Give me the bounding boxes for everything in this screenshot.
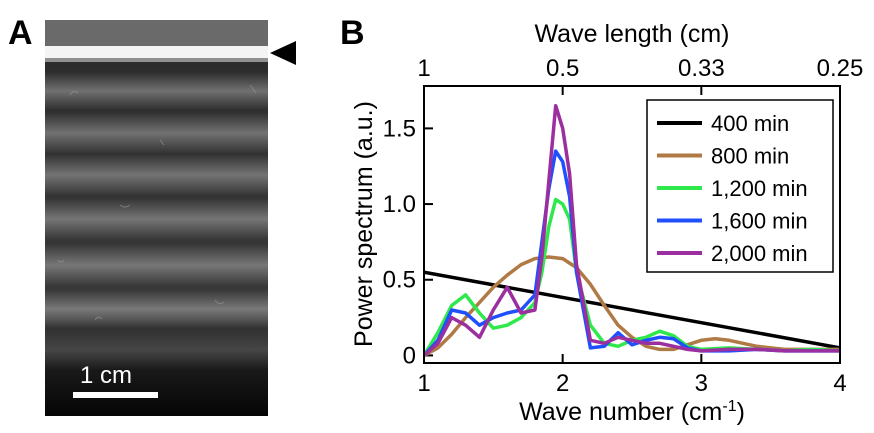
photo-band — [45, 72, 268, 110]
scale-bar: 1 cm — [73, 362, 158, 398]
y-axis-title: Power spectrum (a.u.) — [350, 101, 378, 347]
photo-speck — [57, 259, 65, 263]
triangle-left-arrowhead-icon — [270, 41, 296, 65]
scale-bar-label: 1 cm — [80, 362, 132, 389]
photo-band — [45, 198, 268, 240]
photo-bright-line-edge — [45, 58, 268, 62]
y-tick-labels: 0 0.5 1.0 1.5 — [383, 115, 416, 369]
x-axis-title-suffix: ) — [737, 398, 745, 426]
photo-speck — [214, 299, 225, 305]
top-tick-label: 0.25 — [817, 55, 864, 82]
panel-b-letter: B — [340, 14, 365, 52]
legend-label: 1,600 min — [711, 209, 808, 234]
top-axis-title: Wave length (cm) — [535, 20, 730, 48]
top-tick-labels: 1 0.5 0.33 0.25 — [417, 55, 863, 82]
y-tick-label: 0.5 — [383, 267, 416, 294]
photo-speck — [159, 139, 165, 146]
x-tick-label: 4 — [833, 370, 846, 397]
x-tick-label: 1 — [417, 370, 430, 397]
photo-band — [45, 330, 268, 370]
top-tick-label: 0.33 — [678, 55, 725, 82]
photo-band — [45, 244, 268, 286]
series-line-4 — [424, 103, 840, 358]
photo-speck — [119, 204, 131, 208]
x-tick-label: 2 — [556, 370, 569, 397]
panel-a-letter: A — [8, 14, 33, 52]
photo-bright-line — [45, 46, 268, 60]
y-tick-label: 1.0 — [383, 191, 416, 218]
x-axis-title-main: Wave number (cm — [519, 398, 722, 426]
plot-lines — [424, 103, 840, 358]
photo-band — [45, 290, 268, 328]
photo-speck — [69, 90, 79, 96]
top-tick-label: 0.5 — [546, 55, 579, 82]
series-line-0 — [424, 270, 840, 350]
legend-entries: 400 min 800 min 1,200 min 1,600 min 2,000 mi… — [657, 111, 808, 266]
panel-a-photo — [45, 20, 268, 416]
legend-label: 1,200 min — [711, 176, 808, 201]
top-tick-label: 1 — [417, 55, 430, 82]
legend-label: 400 min — [711, 111, 789, 136]
scale-bar-line — [73, 392, 158, 398]
legend: 400 min 800 min 1,200 min 1,600 min 2,000 mi… — [646, 99, 834, 273]
bottom-tick-labels: 1 2 3 4 — [417, 370, 846, 397]
plot-frame — [423, 85, 841, 364]
photo-specks — [57, 84, 257, 321]
legend-label: 2,000 min — [711, 241, 808, 266]
x-axis-title: Wave number (cm-1) — [519, 398, 745, 426]
photo-bands — [45, 72, 268, 370]
photo-band — [45, 112, 268, 154]
photo-top-strip — [45, 20, 268, 46]
x-axis-title-superscript: -1 — [722, 398, 736, 415]
series-line-1 — [424, 255, 840, 358]
photo-speck — [249, 84, 257, 94]
panel-a: A — [8, 14, 296, 416]
panel-b: B Wave length (cm) 1 0.5 0.33 0.25 1 2 3 4 0 0.… — [340, 14, 863, 426]
y-tick-label: 1.5 — [383, 115, 416, 142]
y-tick-label: 0 — [403, 342, 416, 369]
photo-speck — [94, 316, 103, 321]
x-tick-label: 3 — [695, 370, 708, 397]
legend-label: 800 min — [711, 144, 789, 169]
photo-band — [45, 154, 268, 196]
